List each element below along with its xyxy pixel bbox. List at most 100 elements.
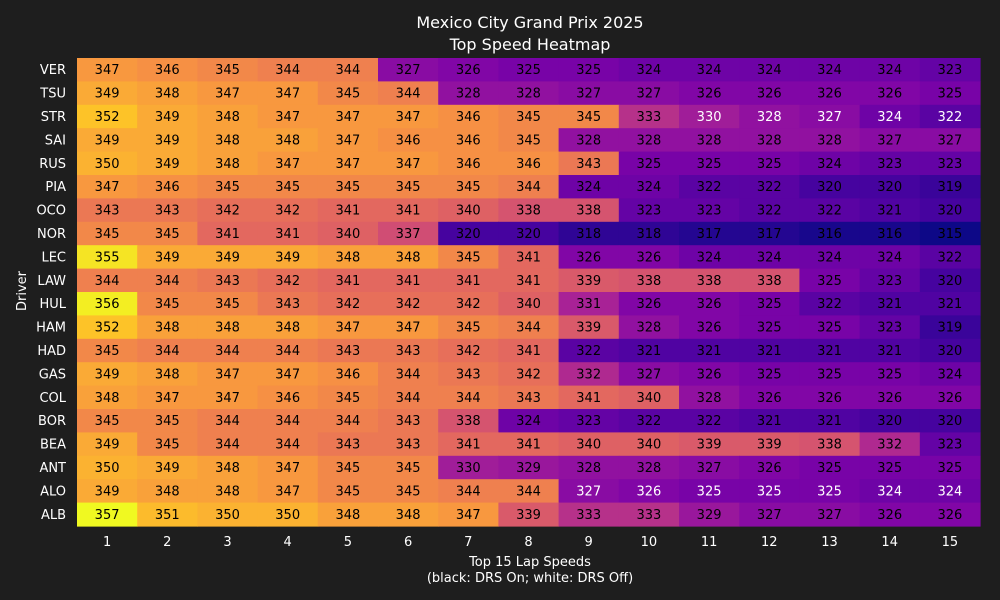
heatmap-cell-BOR-14 <box>859 409 921 433</box>
heatmap-cell-PIA-2 <box>137 175 198 199</box>
x-tick-label-7: 7 <box>464 535 472 550</box>
cell-value-label: 345 <box>516 133 541 148</box>
cell-value-label: 349 <box>155 133 180 148</box>
cell-value-label: 326 <box>697 297 722 312</box>
cell-value-label: 339 <box>576 321 601 336</box>
cell-value-label: 347 <box>456 508 481 523</box>
heatmap-cell-GAS-10 <box>618 362 680 387</box>
heatmap-cell-PIA-7 <box>438 175 499 199</box>
cell-value-label: 325 <box>817 367 842 382</box>
cell-value-label: 324 <box>877 250 902 265</box>
heatmap-cell-OCO-10 <box>618 198 680 223</box>
heatmap-cell-HAM-12 <box>739 315 800 340</box>
heatmap-cell-LAW-2 <box>137 268 198 293</box>
cell-value-label: 349 <box>95 438 120 453</box>
x-tick-label-1: 1 <box>103 535 111 550</box>
cell-value-label: 330 <box>456 461 481 476</box>
cell-value-label: 325 <box>697 484 722 499</box>
heatmap-cell-BEA-12 <box>739 432 800 457</box>
heatmap-cell-LEC-13 <box>799 245 861 270</box>
heatmap-cell-VER-14 <box>859 58 921 82</box>
cell-value-label: 322 <box>817 297 842 312</box>
heatmap-cell-ALO-6 <box>378 479 439 504</box>
heatmap-cell-NOR-14 <box>859 221 921 246</box>
cell-value-label: 346 <box>155 63 180 78</box>
heatmap-cell-ALB-10 <box>618 502 680 527</box>
heatmap-cell-TSU-2 <box>137 81 198 106</box>
heatmap-cell-HAM-8 <box>498 315 560 340</box>
cell-value-label: 338 <box>757 274 782 289</box>
cell-value-label: 342 <box>396 297 421 312</box>
heatmap-cell-NOR-5 <box>317 221 379 246</box>
cell-value-label: 325 <box>817 274 842 289</box>
cell-value-label: 347 <box>215 87 240 102</box>
cell-value-label: 324 <box>817 157 842 172</box>
heatmap-cell-TSU-7 <box>438 81 499 106</box>
heatmap-cell-ALB-7 <box>438 502 499 527</box>
heatmap-cell-PIA-8 <box>498 175 560 199</box>
cell-value-label: 328 <box>576 461 601 476</box>
heatmap-cell-NOR-15 <box>919 221 981 246</box>
heatmap-cell-GAS-3 <box>197 362 259 387</box>
cell-value-label: 345 <box>396 180 421 195</box>
cell-value-label: 320 <box>937 204 962 219</box>
cell-value-label: 326 <box>636 484 661 499</box>
heatmap-cell-ALO-12 <box>739 479 800 504</box>
heatmap-cell-HUL-7 <box>438 292 499 316</box>
cell-value-label: 322 <box>697 414 722 429</box>
heatmap-cell-HUL-3 <box>197 292 259 316</box>
heatmap-cell-ANT-8 <box>498 455 560 480</box>
y-tick-label-TSU: TSU <box>39 87 66 102</box>
cell-value-label: 338 <box>576 204 601 219</box>
cell-value-label: 321 <box>697 344 722 359</box>
heatmap-cell-BEA-5 <box>317 432 379 457</box>
cell-value-label: 348 <box>155 87 180 102</box>
cell-value-label: 323 <box>937 157 962 172</box>
cell-value-label: 347 <box>275 484 300 499</box>
x-tick-label-10: 10 <box>641 535 658 550</box>
cell-value-label: 326 <box>817 391 842 406</box>
heatmap-cell-ANT-13 <box>799 455 861 480</box>
cell-value-label: 324 <box>937 367 962 382</box>
heatmap-cell-LEC-12 <box>739 245 800 270</box>
heatmap-cell-VER-10 <box>618 58 680 82</box>
cell-value-label: 326 <box>757 461 782 476</box>
heatmap-cell-SAI-10 <box>618 128 680 153</box>
y-tick-label-LEC: LEC <box>41 250 66 265</box>
heatmap-cell-SAI-5 <box>317 128 379 153</box>
cell-value-label: 324 <box>757 250 782 265</box>
heatmap-cells: 347 346 345 344 344 327 326 325 325 324 324 324 324 3… <box>77 58 981 527</box>
x-tick-label-5: 5 <box>344 535 352 550</box>
cell-value-label: 345 <box>215 297 240 312</box>
heatmap-cell-GAS-9 <box>558 362 620 387</box>
heatmap-cell-TSU-14 <box>859 81 921 106</box>
heatmap-cell-GAS-11 <box>679 362 740 387</box>
cell-value-label: 325 <box>576 63 601 78</box>
heatmap-cell-SAI-11 <box>679 128 740 153</box>
heatmap-cell-VER-13 <box>799 58 861 82</box>
cell-value-label: 322 <box>757 204 782 219</box>
heatmap-cell-LAW-1 <box>77 268 138 293</box>
heatmap-cell-ALO-9 <box>558 479 620 504</box>
heatmap-cell-ALO-2 <box>137 479 198 504</box>
cell-value-label: 318 <box>576 227 601 242</box>
heatmap-cell-BOR-6 <box>378 409 439 433</box>
heatmap-cell-SAI-14 <box>859 128 921 153</box>
heatmap-cell-NOR-9 <box>558 221 620 246</box>
cell-value-label: 341 <box>335 204 360 219</box>
heatmap-cell-COL-1 <box>77 385 138 410</box>
heatmap-cell-VER-15 <box>919 58 981 82</box>
cell-value-label: 321 <box>877 204 902 219</box>
heatmap-cell-STR-14 <box>859 104 921 129</box>
cell-value-label: 346 <box>456 157 481 172</box>
cell-value-label: 347 <box>275 461 300 476</box>
cell-value-label: 347 <box>275 157 300 172</box>
cell-value-label: 344 <box>215 414 240 429</box>
cell-value-label: 343 <box>335 438 360 453</box>
heatmap-cell-HAD-12 <box>739 338 800 363</box>
heatmap-cell-VER-12 <box>739 58 800 82</box>
cell-value-label: 320 <box>937 344 962 359</box>
cell-value-label: 349 <box>95 87 120 102</box>
heatmap-cell-RUS-10 <box>618 151 680 176</box>
chart-subtitle: Top Speed Heatmap <box>449 35 611 54</box>
